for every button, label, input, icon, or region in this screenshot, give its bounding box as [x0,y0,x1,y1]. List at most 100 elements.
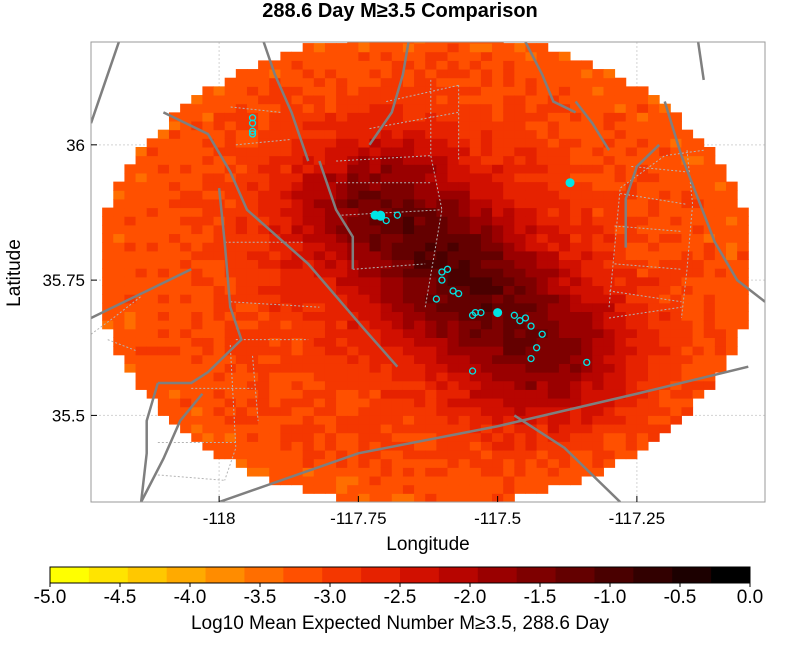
heatmap-cell [191,311,203,321]
heatmap-cell [202,138,215,148]
heatmap-cell [336,112,348,122]
heatmap-cell [336,302,348,313]
heatmap-cell [536,380,549,390]
heatmap-cell [402,146,415,157]
heatmap-cell [503,224,515,235]
heatmap-cell [703,354,716,364]
heatmap-cell [726,233,738,243]
heatmap-cell [391,69,404,79]
heatmap-cell [358,441,371,451]
heatmap-cell [180,259,192,269]
heatmap-cell [458,224,471,235]
event-marker-small [248,130,257,138]
heatmap-cell [625,320,638,330]
heatmap-cell [157,328,170,338]
heatmap-cell [235,146,248,157]
heatmap-cell [703,302,716,313]
heatmap-cell [313,164,326,174]
heatmap-cell [659,198,671,209]
heatmap-cell [246,112,259,122]
heatmap-cell [692,380,705,390]
heatmap-cell [636,164,649,174]
heatmap-cell [492,450,504,460]
heatmap-cell [570,458,582,468]
heatmap-cell [358,424,371,434]
heatmap-cell [492,337,504,347]
heatmap-cell [480,146,493,157]
heatmap-cell [492,51,504,61]
heatmap-cell [703,181,716,191]
heatmap-cell [235,129,248,139]
heatmap-cell [191,95,203,105]
heatmap-cell [135,311,148,321]
heatmap-cell [402,389,415,399]
heatmap-cell [648,224,660,235]
heatmap-cell [213,216,226,226]
fault-line [140,392,204,502]
heatmap-cell [592,450,604,460]
heatmap-cell [625,242,638,252]
heatmap-cell [581,268,593,278]
heatmap-cell [614,311,627,321]
heatmap-cell [659,103,671,113]
heatmap-cell [146,285,159,295]
heatmap-cell [692,320,705,330]
heatmap-cell [726,198,738,209]
heatmap-cell [614,294,627,304]
heatmap-cell [425,320,437,330]
heatmap-cell [380,95,393,105]
heatmap-cell [547,467,560,477]
heatmap-cell [146,311,159,321]
heatmap-cell [224,164,237,174]
heatmap-cell [514,259,526,269]
heatmap-cell [157,138,170,148]
heatmap-cell [636,259,649,269]
heatmap-cell [425,259,437,269]
heatmap-cell [514,103,526,113]
heatmap-cell [380,60,393,70]
heatmap-cell [436,77,448,87]
heatmap-cell [258,311,270,321]
heatmap-cell [347,69,359,79]
heatmap-cell [269,146,281,157]
heatmap-cell [324,60,337,70]
heatmap-cell [581,77,593,87]
heatmap-cell [258,198,270,209]
heatmap-cell [625,181,638,191]
heatmap-cell [380,224,393,235]
heatmap-cell [458,42,471,44]
heatmap-cell [625,121,638,131]
heatmap-cell [558,458,571,468]
heatmap-cell [648,320,660,330]
heatmap-cell [592,346,604,356]
heatmap-cell [302,103,315,113]
heatmap-cell [570,450,582,460]
heatmap-cell [625,337,638,347]
heatmap-cell [135,242,148,252]
heatmap-cell [425,285,437,295]
heatmap-cell [447,372,460,382]
heatmap-cell [135,172,148,183]
heatmap-cell [269,424,281,434]
heatmap-cell [213,207,226,217]
heatmap-cell [235,172,248,183]
heatmap-cell [235,363,248,373]
heatmap-cell [235,441,248,451]
heatmap-cell [135,259,148,269]
heatmap-cell [681,233,694,243]
heatmap-cell [258,398,270,408]
heatmap-cell [492,363,504,373]
heatmap-cell [202,181,215,191]
heatmap-cell [336,363,348,373]
heatmap-cell [157,311,170,321]
heatmap-cell [414,198,426,209]
heatmap-cell [492,380,504,390]
heatmap-cell [246,346,259,356]
heatmap-cell [391,129,404,139]
heatmap-cell [726,294,738,304]
heatmap-cell [514,242,526,252]
heatmap-cell [436,103,448,113]
heatmap-cell [269,216,281,226]
heatmap-cell [670,190,682,200]
heatmap-cell [425,311,437,321]
